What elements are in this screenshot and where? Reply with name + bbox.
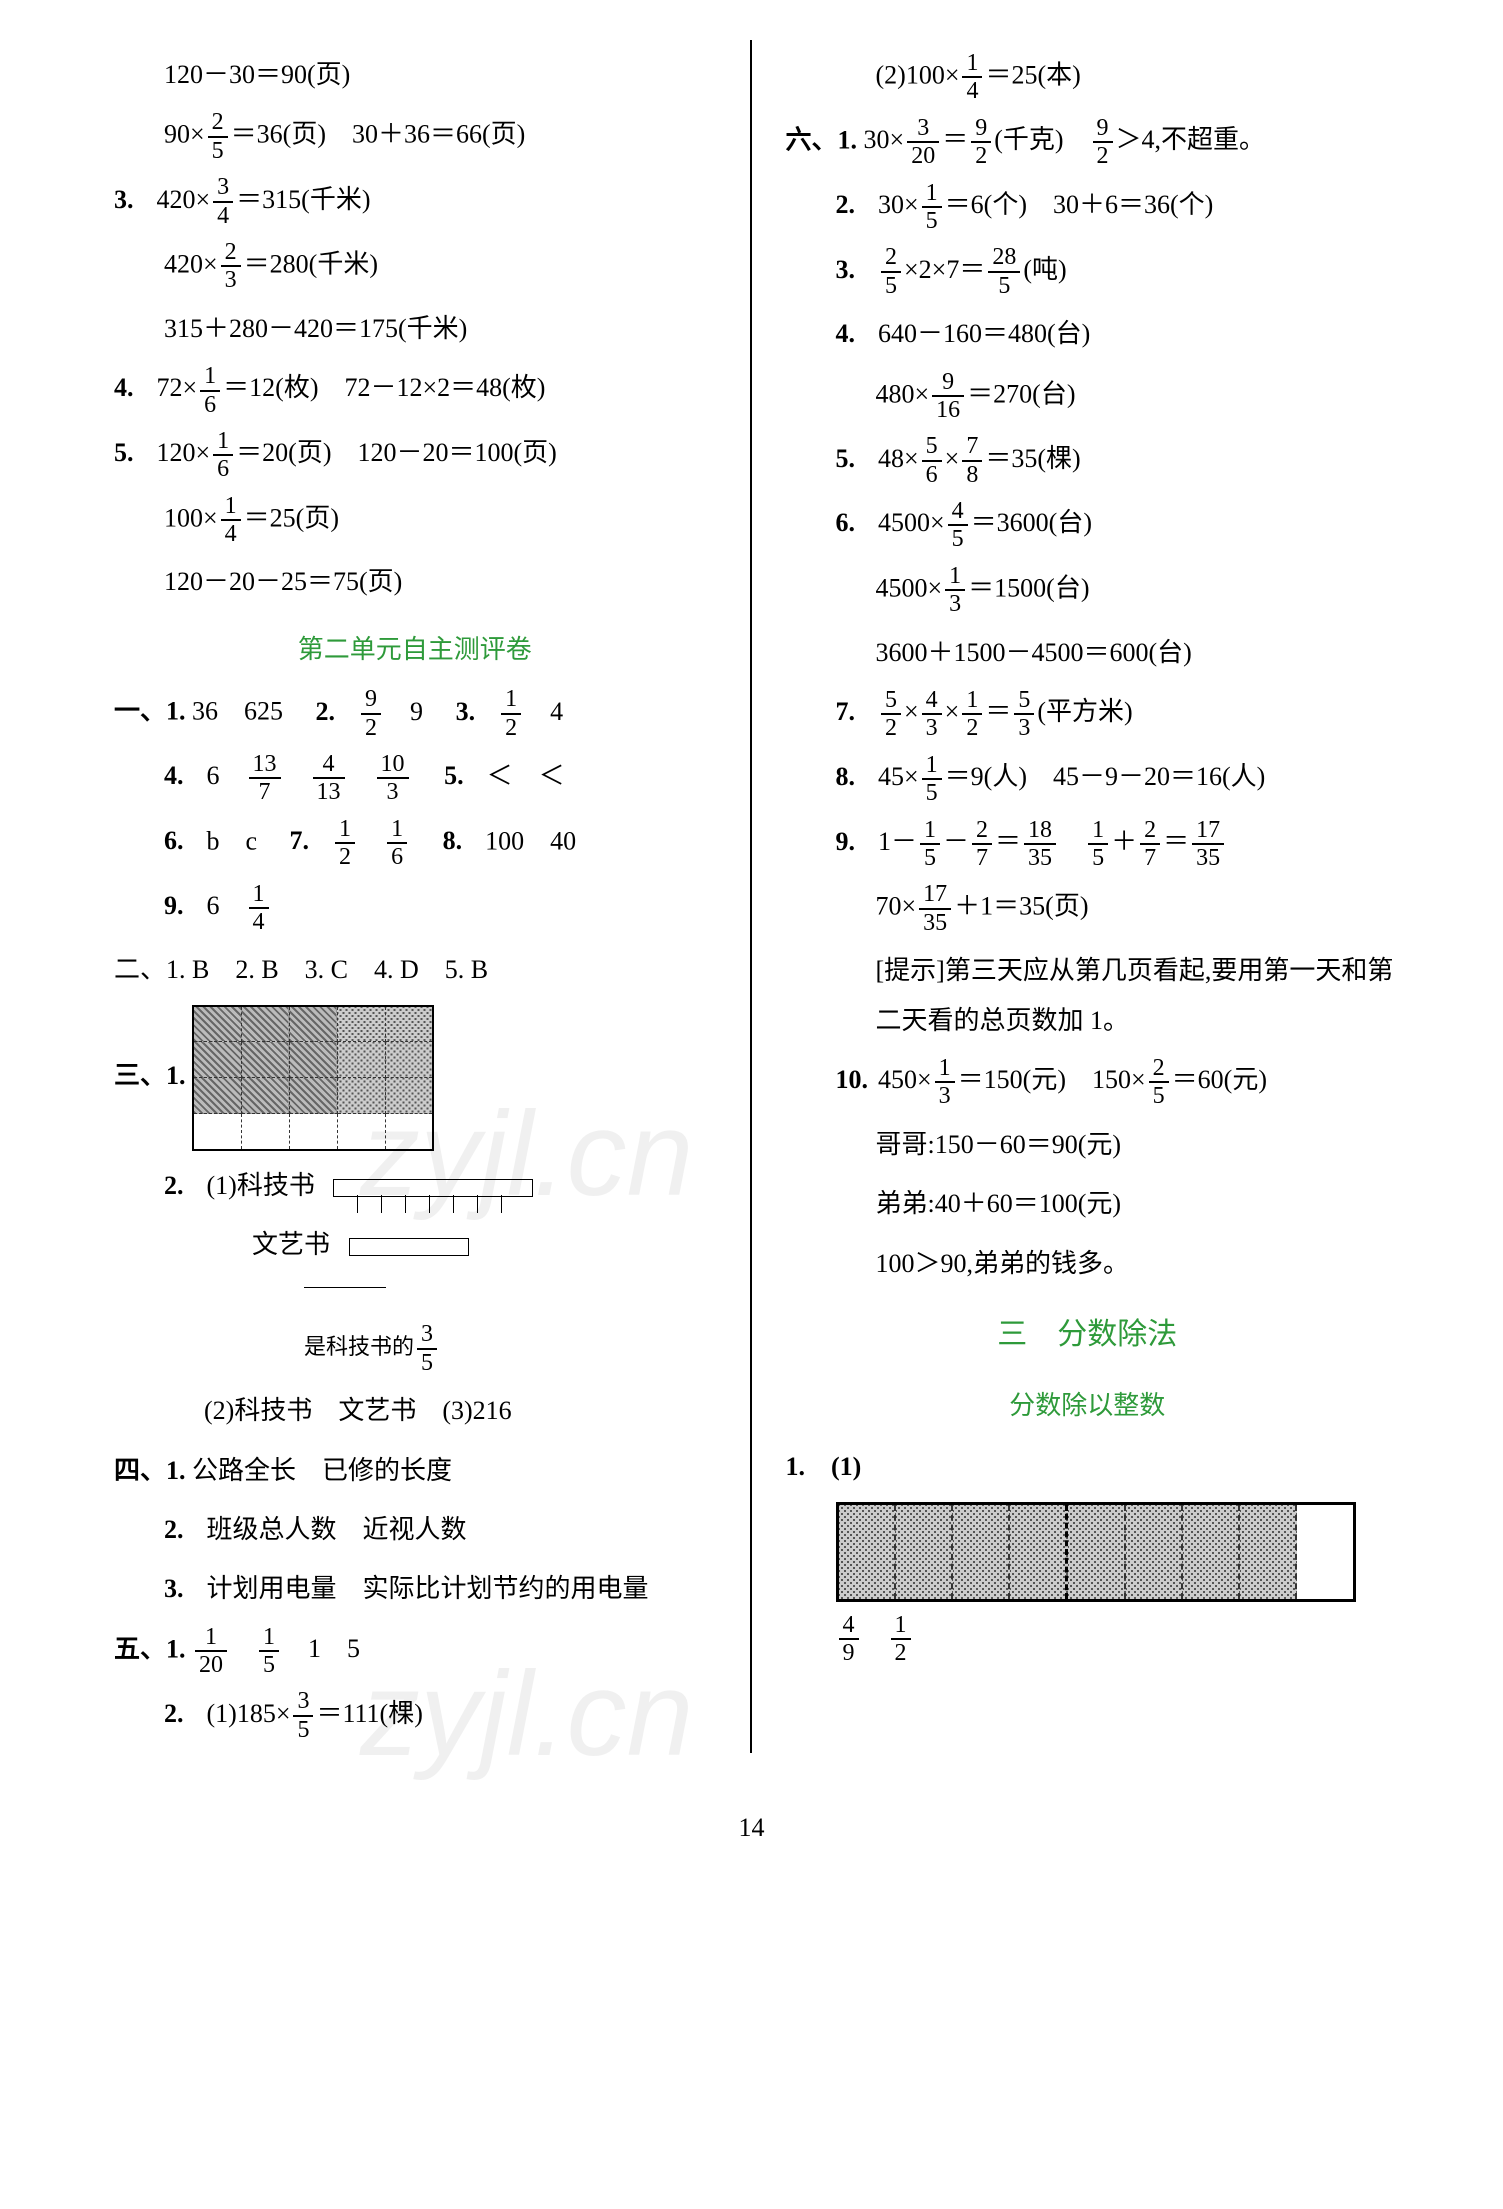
answer-line: 3. 计划用电量 实际比计划节约的用电量 [104,1564,726,1613]
answer-line: 一、1. 36 625 2. 92 9 3. 12 4 [104,686,726,741]
answer-line: 9. 6 14 [104,881,726,936]
section-title: 第二单元自主测评卷 [104,625,726,674]
item: 3. 420×34＝315(千米) [104,174,726,229]
item: 8. 45×15＝9(人) 45－9－20＝16(人) [776,752,1400,807]
answer-line: 2. 班级总人数 近视人数 [104,1505,726,1554]
item: 1. (1) [776,1442,1400,1491]
answer-line: 6. b c 7. 12 16 8. 100 40 [104,816,726,871]
answer-line: 二、1. B 2. B 3. C 4. D 5. B [104,945,726,994]
item-number: 3. [114,175,150,224]
calc-line: 100×14＝25(页) [104,493,726,548]
calc-line: 70×1735＋1＝35(页) [776,881,1400,936]
calc-line: 100＞90,弟弟的钱多。 [776,1239,1400,1288]
hint-line: [提示]第三天应从第几页看起,要用第一天和第二天看的总页数加 1。 [776,946,1400,1045]
item-text: 420×34＝315(千米) [157,185,371,214]
item: 2. 30×15＝6(个) 30＋6＝36(个) [776,180,1400,235]
item: 六、1. 30×320＝92(千克) 92＞4,不超重。 [776,115,1400,170]
calc-line: 315＋280－420＝175(千米) [104,304,726,353]
calc-line: 90×25＝36(页) 30＋36＝66(页) [104,109,726,164]
calc-line: 480×916＝270(台) [776,369,1400,424]
answer-line: (2)科技书 文艺书 (3)216 [104,1386,726,1435]
answer-line: 49 12 [776,1612,1400,1667]
answer-line: 三、1. [104,1005,726,1151]
left-column: 120－30＝90(页) 90×25＝36(页) 30＋36＝66(页) 3. … [80,40,752,1753]
shaded-grid [192,1005,434,1151]
calc-line: 弟弟:40＋60＝100(元) [776,1179,1400,1228]
calc-line: 120－30＝90(页) [104,50,726,99]
calc-line: 120－20－25＝75(页) [104,557,726,606]
item: 7. 52×43×12＝53(平方米) [776,687,1400,742]
section-subtitle: 分数除以整数 [776,1381,1400,1430]
page: zyjl.cn zyjl.cn 120－30＝90(页) 90×25＝36(页)… [80,40,1423,1753]
calc-line: 3600＋1500－4500＝600(台) [776,628,1400,677]
item-text: 120×16＝20(页) 120－20＝100(页) [157,438,557,467]
answer-line: 2. (1)科技书 [104,1161,726,1210]
fraction-bar-diagram [836,1502,1356,1602]
chapter-title: 三 分数除法 [776,1306,1400,1363]
calc-line: 4500×13＝1500(台) [776,563,1400,618]
item: 6. 4500×45＝3600(台) [776,498,1400,553]
item: 10. 450×13＝150(元) 150×25＝60(元) [776,1055,1400,1110]
item: 4. 640－160＝480(台) [776,309,1400,358]
bracket-label: 是科技书的35 [294,1280,726,1377]
item-number: 4. [114,363,150,412]
answer-line: 文艺书 [104,1220,726,1269]
calc-line: 哥哥:150－60＝90(元) [776,1120,1400,1169]
item: 5. 120×16＝20(页) 120－20＝100(页) [104,428,726,483]
answer-line: 五、1. 120 15 1 5 [104,1624,726,1679]
calc-line: (2)100×14＝25(本) [776,50,1400,105]
item: 5. 48×56×78＝35(棵) [776,433,1400,488]
item-number: 5. [114,428,150,477]
item-text: 72×16＝12(枚) 72－12×2＝48(枚) [157,373,546,402]
right-column: (2)100×14＝25(本) 六、1. 30×320＝92(千克) 92＞4,… [752,40,1424,1753]
answer-line: 四、1. 公路全长 已修的长度 [104,1446,726,1495]
item: 9. 1－15－27＝1835 15＋27＝1735 [776,817,1400,872]
page-number: 14 [80,1803,1423,1852]
item: 4. 72×16＝12(枚) 72－12×2＝48(枚) [104,363,726,418]
answer-line: 4. 6 137 413 103 5. ＜ ＜ [104,751,726,806]
calc-line: 420×23＝280(千米) [104,239,726,294]
answer-line: 2. (1)185×35＝111(棵) [104,1688,726,1743]
item: 3. 25×2×7＝285(吨) [776,244,1400,299]
